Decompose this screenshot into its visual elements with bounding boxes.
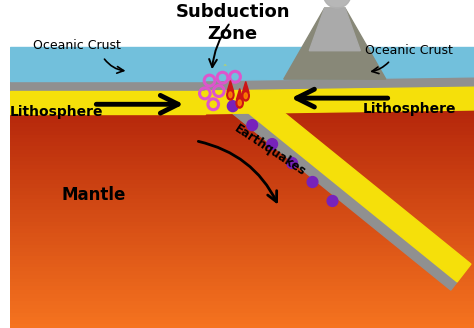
Bar: [10, 123, 474, 127]
Ellipse shape: [244, 93, 247, 99]
Bar: [10, 150, 474, 154]
Ellipse shape: [227, 90, 234, 100]
Polygon shape: [10, 91, 205, 114]
Bar: [10, 138, 474, 142]
Text: Oceanic Crust: Oceanic Crust: [365, 44, 453, 57]
Bar: [10, 119, 474, 123]
Text: Earthquakes: Earthquakes: [232, 122, 308, 178]
Circle shape: [228, 101, 238, 112]
Bar: [10, 142, 474, 146]
Bar: [10, 233, 474, 237]
Polygon shape: [205, 83, 457, 290]
Ellipse shape: [242, 91, 249, 101]
Bar: [10, 275, 474, 279]
Circle shape: [327, 195, 338, 206]
Bar: [10, 256, 474, 260]
Bar: [10, 226, 474, 229]
Polygon shape: [10, 81, 205, 91]
Bar: [10, 0, 474, 100]
Ellipse shape: [229, 92, 232, 98]
Bar: [10, 324, 474, 328]
Bar: [10, 271, 474, 275]
Polygon shape: [205, 77, 474, 91]
Bar: [10, 317, 474, 320]
Bar: [10, 260, 474, 263]
Polygon shape: [205, 63, 474, 81]
Bar: [10, 199, 474, 203]
Bar: [10, 298, 474, 301]
Bar: [10, 176, 474, 180]
Bar: [10, 131, 474, 134]
Bar: [10, 290, 474, 294]
Ellipse shape: [238, 100, 241, 106]
Bar: [10, 267, 474, 271]
Bar: [10, 305, 474, 309]
Polygon shape: [284, 8, 386, 79]
Bar: [10, 294, 474, 298]
Bar: [10, 173, 474, 176]
Polygon shape: [310, 8, 360, 51]
Text: Oceanic Crust: Oceanic Crust: [33, 39, 121, 52]
Bar: [10, 222, 474, 226]
Bar: [10, 286, 474, 290]
Bar: [10, 207, 474, 211]
Bar: [10, 165, 474, 169]
Bar: [10, 320, 474, 324]
Bar: [10, 157, 474, 161]
Bar: [10, 169, 474, 173]
Bar: [10, 313, 474, 317]
Bar: [10, 104, 474, 108]
Bar: [10, 116, 474, 119]
Bar: [10, 203, 474, 207]
Circle shape: [323, 0, 351, 8]
Circle shape: [267, 139, 277, 150]
Text: Lithosphere: Lithosphere: [362, 102, 456, 116]
Bar: [10, 229, 474, 233]
Bar: [10, 154, 474, 157]
Bar: [10, 214, 474, 218]
Text: Subduction
Zone: Subduction Zone: [175, 3, 290, 43]
Bar: [10, 241, 474, 245]
Bar: [10, 282, 474, 286]
Bar: [10, 108, 474, 112]
Bar: [10, 309, 474, 313]
Polygon shape: [10, 63, 205, 81]
Bar: [10, 245, 474, 248]
Bar: [10, 100, 474, 104]
Circle shape: [287, 157, 298, 169]
Bar: [10, 301, 474, 305]
Polygon shape: [237, 89, 243, 99]
Bar: [10, 195, 474, 199]
Polygon shape: [227, 81, 234, 92]
Bar: [10, 180, 474, 184]
Text: Lithosphere: Lithosphere: [9, 105, 103, 119]
Bar: [10, 184, 474, 188]
Ellipse shape: [236, 98, 243, 108]
Bar: [10, 248, 474, 252]
Circle shape: [307, 176, 318, 188]
Polygon shape: [205, 87, 474, 114]
Bar: [10, 188, 474, 192]
Bar: [10, 252, 474, 256]
Bar: [10, 237, 474, 241]
Bar: [10, 112, 474, 116]
Bar: [10, 134, 474, 138]
Bar: [10, 161, 474, 165]
Bar: [10, 279, 474, 282]
Polygon shape: [243, 82, 249, 92]
Bar: [10, 146, 474, 150]
Text: Mantle: Mantle: [61, 186, 126, 204]
Bar: [10, 192, 474, 195]
Bar: [10, 127, 474, 131]
Polygon shape: [211, 65, 471, 282]
Bar: [10, 263, 474, 267]
Bar: [10, 48, 474, 67]
Circle shape: [247, 120, 257, 131]
Bar: [10, 218, 474, 222]
Bar: [10, 211, 474, 214]
